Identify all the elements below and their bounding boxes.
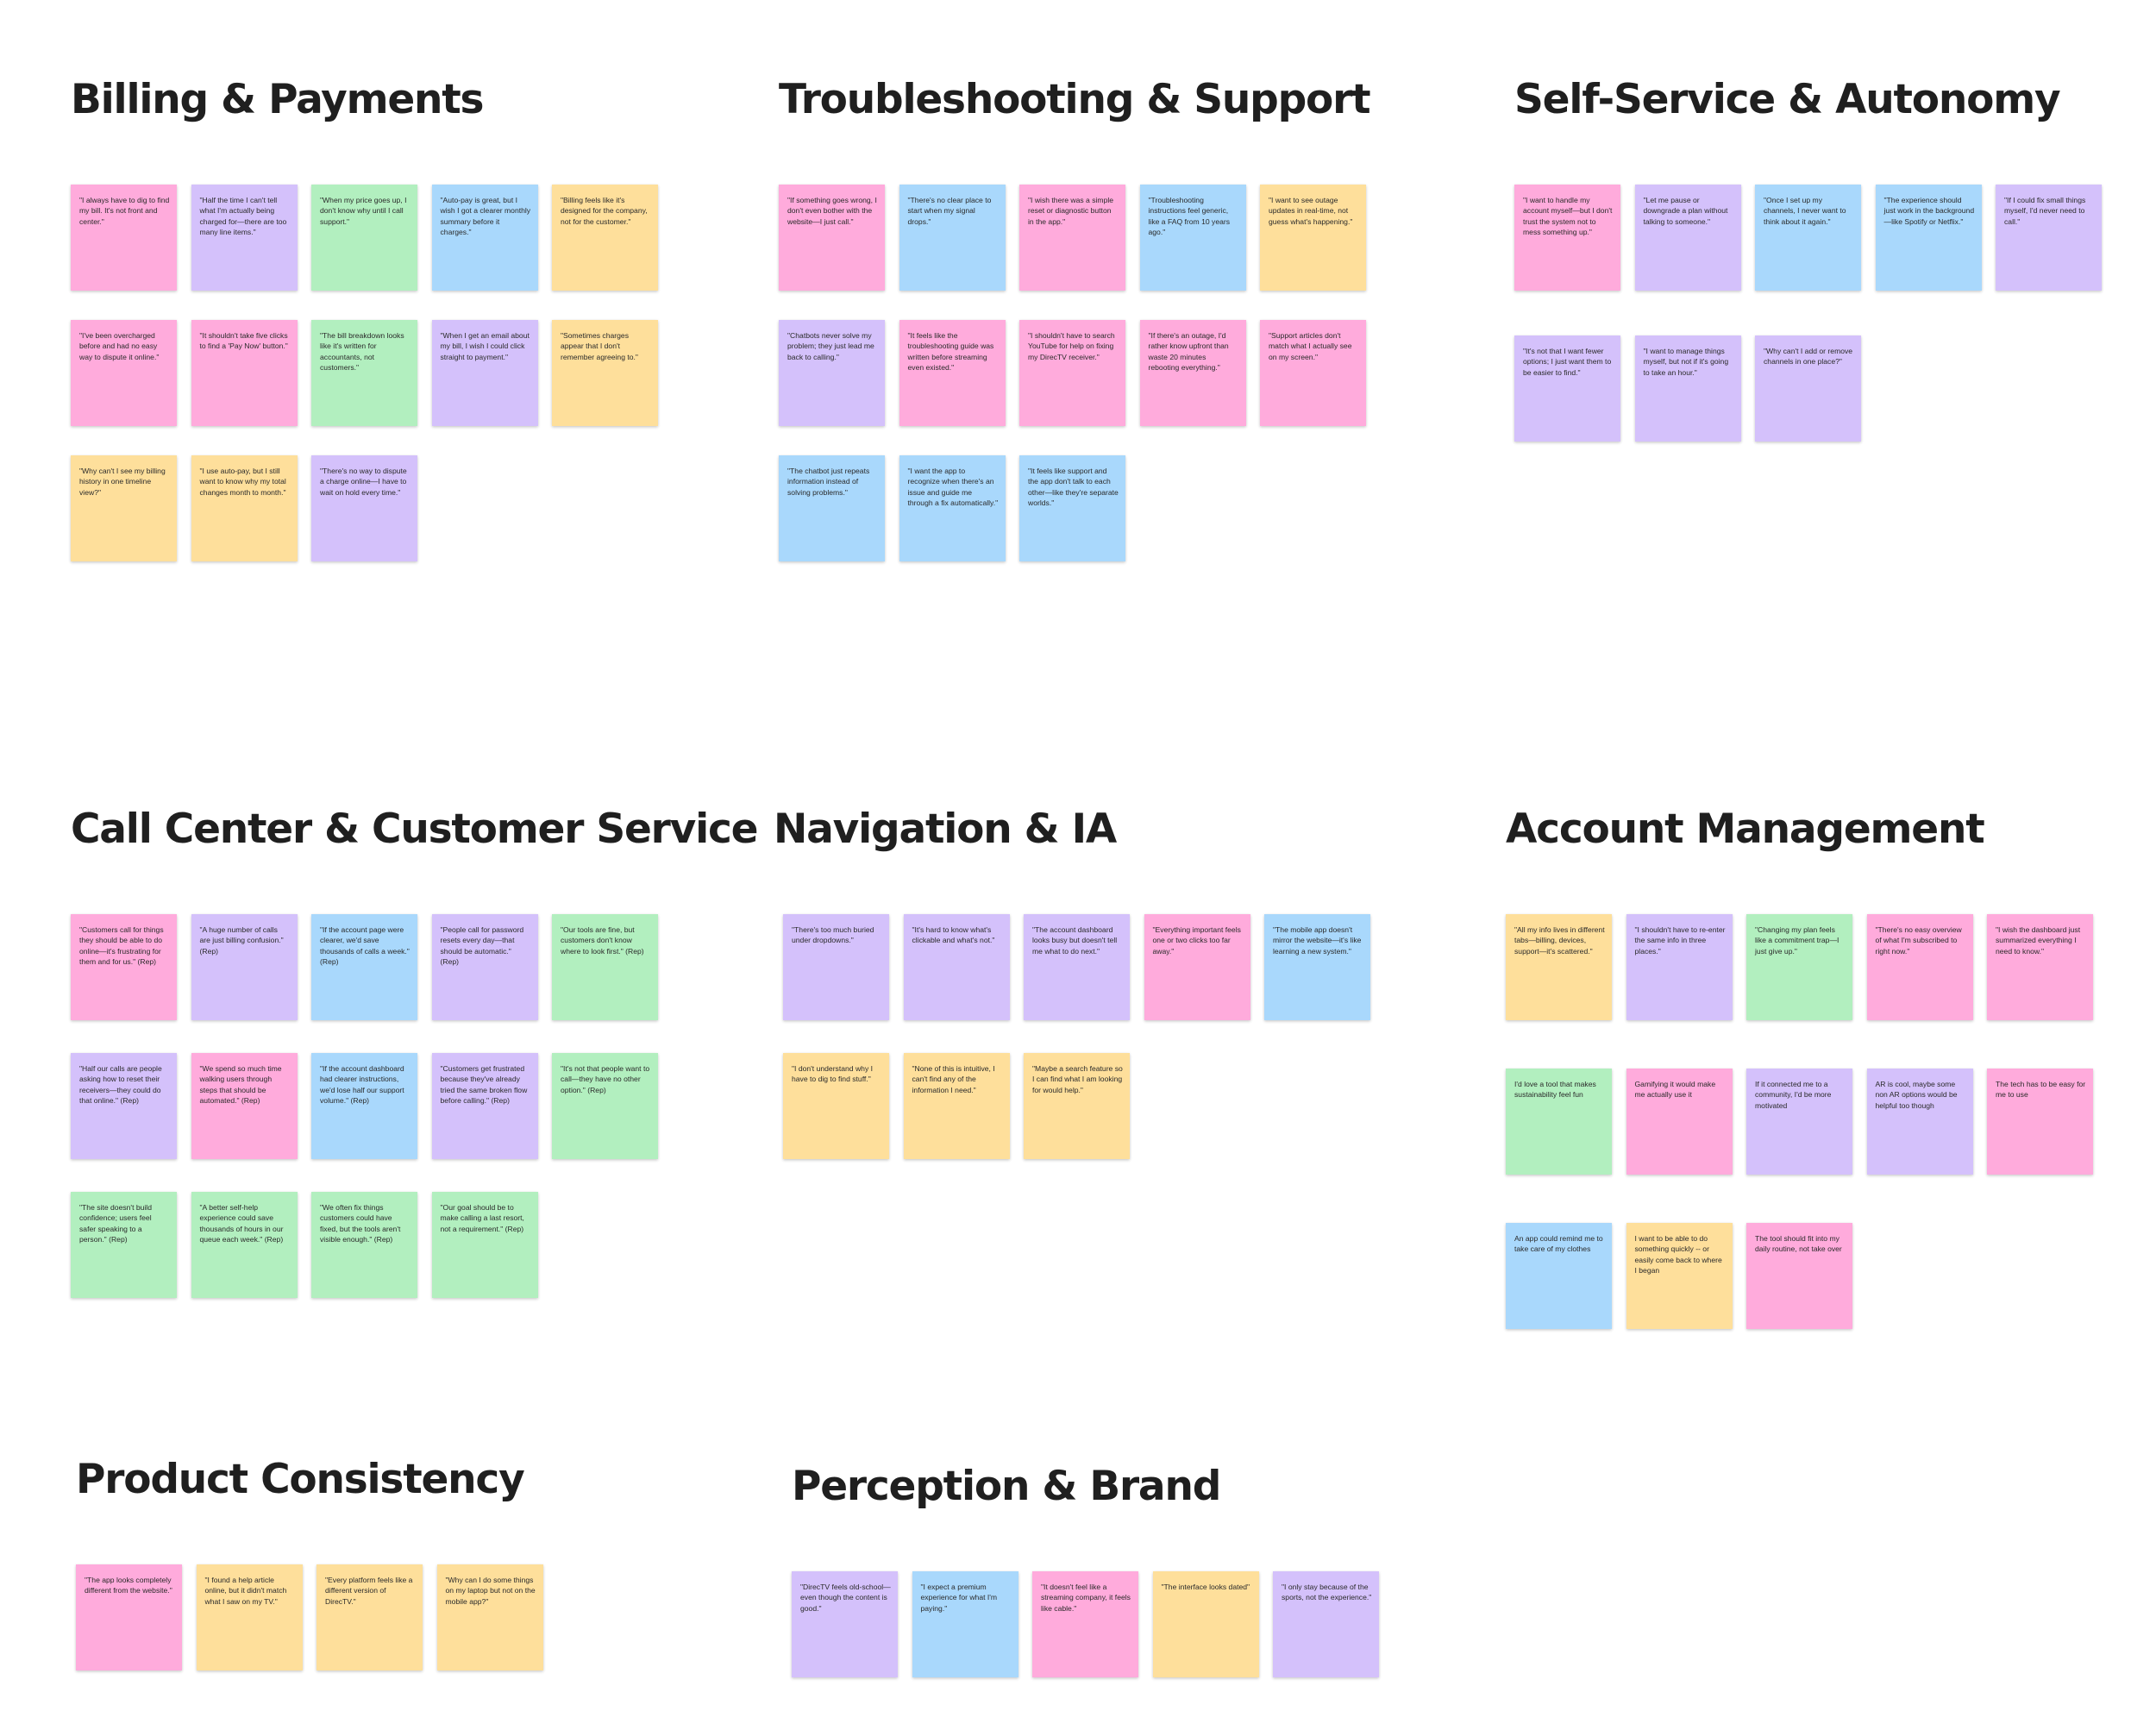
sticky-note[interactable]: "All my info lives in different tabs—bil…	[1506, 914, 1612, 1020]
sticky-note[interactable]: "None of this is intuitive, I can't find…	[903, 1053, 1010, 1159]
sticky-note[interactable]: "Customers get frustrated because they'v…	[431, 1053, 538, 1159]
sticky-note[interactable]: I want to be able to do something quickl…	[1626, 1223, 1733, 1329]
cluster-title: Call Center & Customer Service	[71, 805, 759, 853]
sticky-note[interactable]: "When I get an email about my bill, I wi…	[431, 320, 538, 426]
sticky-note[interactable]: "I wish there was a simple reset or diag…	[1019, 185, 1125, 291]
sticky-note[interactable]: "I expect a premium experience for what …	[912, 1571, 1018, 1677]
cluster-title: Navigation & IA	[774, 805, 1117, 853]
sticky-note[interactable]: "I always have to dig to find my bill. I…	[71, 185, 177, 291]
sticky-note[interactable]: "If the account page were clearer, we'd …	[311, 914, 417, 1020]
sticky-note[interactable]: "Why can't I see my billing history in o…	[71, 455, 177, 561]
sticky-note[interactable]: "Half our calls are people asking how to…	[71, 1053, 177, 1159]
sticky-note[interactable]: "The experience should just work in the …	[1875, 185, 1982, 291]
sticky-note[interactable]: "I want to manage things myself, but not…	[1634, 335, 1741, 442]
sticky-note[interactable]: "Our tools are fine, but customers don't…	[552, 914, 658, 1020]
cluster-title: Account Management	[1506, 805, 1985, 853]
cluster-title: Troubleshooting & Support	[779, 76, 1371, 123]
sticky-note[interactable]: "Everything important feels one or two c…	[1144, 914, 1250, 1020]
sticky-note[interactable]: "I want the app to recognize when there'…	[899, 455, 1006, 561]
sticky-note[interactable]: "The chatbot just repeats information in…	[779, 455, 885, 561]
sticky-note[interactable]: "There's no easy overview of what I'm su…	[1866, 914, 1973, 1020]
sticky-note[interactable]: "If the account dashboard had clearer in…	[311, 1053, 417, 1159]
sticky-note[interactable]: "If something goes wrong, I don't even b…	[779, 185, 885, 291]
sticky-note[interactable]: "I found a help article online, but it d…	[196, 1564, 303, 1670]
cluster-title: Perception & Brand	[792, 1463, 1221, 1510]
sticky-note[interactable]: "It feels like the troubleshooting guide…	[899, 320, 1006, 426]
sticky-note[interactable]: An app could remind me to take care of m…	[1506, 1223, 1612, 1329]
sticky-note[interactable]: "Auto-pay is great, but I wish I got a c…	[431, 185, 538, 291]
sticky-note[interactable]: "It's not that I want fewer options; I j…	[1514, 335, 1620, 442]
sticky-note[interactable]: "Billing feels like it's designed for th…	[552, 185, 658, 291]
sticky-note[interactable]: "I wish the dashboard just summarized ev…	[1987, 914, 2093, 1020]
sticky-note[interactable]: "Sometimes charges appear that I don't r…	[552, 320, 658, 426]
sticky-note[interactable]: "Troubleshooting instructions feel gener…	[1139, 185, 1246, 291]
sticky-note[interactable]: "It feels like support and the app don't…	[1019, 455, 1125, 561]
sticky-note[interactable]: "People call for password resets every d…	[431, 914, 538, 1020]
sticky-note[interactable]: "The site doesn't build confidence; user…	[71, 1192, 177, 1298]
cluster-title: Billing & Payments	[71, 76, 485, 123]
sticky-note[interactable]: "The account dashboard looks busy but do…	[1024, 914, 1130, 1020]
sticky-note[interactable]: I'd love a tool that makes sustainabilit…	[1506, 1069, 1612, 1175]
sticky-note[interactable]: "The bill breakdown looks like it's writ…	[311, 320, 417, 426]
sticky-note[interactable]: "I use auto-pay, but I still want to kno…	[191, 455, 298, 561]
sticky-note[interactable]: "It doesn't feel like a streaming compan…	[1032, 1571, 1138, 1677]
sticky-note[interactable]: "DirecTV feels old-school—even though th…	[792, 1571, 898, 1677]
sticky-note[interactable]: The tech has to be easy for me to use	[1987, 1069, 2093, 1175]
sticky-note[interactable]: "I shouldn't have to re-enter the same i…	[1626, 914, 1733, 1020]
sticky-note[interactable]: "I want to handle my account myself—but …	[1514, 185, 1620, 291]
sticky-note[interactable]: "Once I set up my channels, I never want…	[1755, 185, 1861, 291]
cluster-title: Self-Service & Autonomy	[1514, 76, 2061, 123]
sticky-note[interactable]: AR is cool, maybe some non AR options wo…	[1866, 1069, 1973, 1175]
sticky-note[interactable]: "When my price goes up, I don't know why…	[311, 185, 417, 291]
sticky-note[interactable]: "It shouldn't take five clicks to find a…	[191, 320, 298, 426]
sticky-note[interactable]: "The interface looks dated"	[1152, 1571, 1259, 1677]
sticky-note[interactable]: "If I could fix small things myself, I'd…	[1996, 185, 2102, 291]
sticky-note[interactable]: "Why can I do some things on my laptop b…	[436, 1564, 543, 1670]
sticky-note[interactable]: "There's too much buried under dropdowns…	[783, 914, 889, 1020]
sticky-note[interactable]: "I don't understand why I have to dig to…	[783, 1053, 889, 1159]
sticky-note[interactable]: "I only stay because of the sports, not …	[1273, 1571, 1379, 1677]
sticky-note[interactable]: "Changing my plan feels like a commitmen…	[1746, 914, 1852, 1020]
sticky-note[interactable]: "Customers call for things they should b…	[71, 914, 177, 1020]
sticky-note[interactable]: "Maybe a search feature so I can find wh…	[1024, 1053, 1130, 1159]
sticky-note[interactable]: "There's no clear place to start when my…	[899, 185, 1006, 291]
sticky-note[interactable]: "Why can't I add or remove channels in o…	[1755, 335, 1861, 442]
sticky-note[interactable]: "If there's an outage, I'd rather know u…	[1139, 320, 1246, 426]
sticky-note[interactable]: "The app looks completely different from…	[76, 1564, 182, 1670]
sticky-note[interactable]: "A better self-help experience could sav…	[191, 1192, 298, 1298]
sticky-note[interactable]: "I shouldn't have to search YouTube for …	[1019, 320, 1125, 426]
sticky-note[interactable]: "Our goal should be to make calling a la…	[431, 1192, 538, 1298]
sticky-note[interactable]: "The mobile app doesn't mirror the websi…	[1264, 914, 1370, 1020]
sticky-note[interactable]: "There's no way to dispute a charge onli…	[311, 455, 417, 561]
sticky-note[interactable]: "It's hard to know what's clickable and …	[903, 914, 1010, 1020]
sticky-note[interactable]: "Every platform feels like a different v…	[317, 1564, 423, 1670]
sticky-note[interactable]: "Half the time I can't tell what I'm act…	[191, 185, 298, 291]
sticky-note[interactable]: If it connected me to a community, I'd b…	[1746, 1069, 1852, 1175]
sticky-note[interactable]: "Support articles don't match what I act…	[1260, 320, 1366, 426]
sticky-note[interactable]: "We often fix things customers could hav…	[311, 1192, 417, 1298]
sticky-note[interactable]: "I want to see outage updates in real-ti…	[1260, 185, 1366, 291]
sticky-note[interactable]: "Let me pause or downgrade a plan withou…	[1634, 185, 1741, 291]
sticky-note[interactable]: "Chatbots never solve my problem; they j…	[779, 320, 885, 426]
sticky-note[interactable]: "I've been overcharged before and had no…	[71, 320, 177, 426]
sticky-note[interactable]: The tool should fit into my daily routin…	[1746, 1223, 1852, 1329]
sticky-note[interactable]: "A huge number of calls are just billing…	[191, 914, 298, 1020]
sticky-note[interactable]: "We spend so much time walking users thr…	[191, 1053, 298, 1159]
sticky-note[interactable]: "It's not that people want to call—they …	[552, 1053, 658, 1159]
cluster-title: Product Consistency	[76, 1456, 525, 1503]
sticky-note[interactable]: Gamifying it would make me actually use …	[1626, 1069, 1733, 1175]
